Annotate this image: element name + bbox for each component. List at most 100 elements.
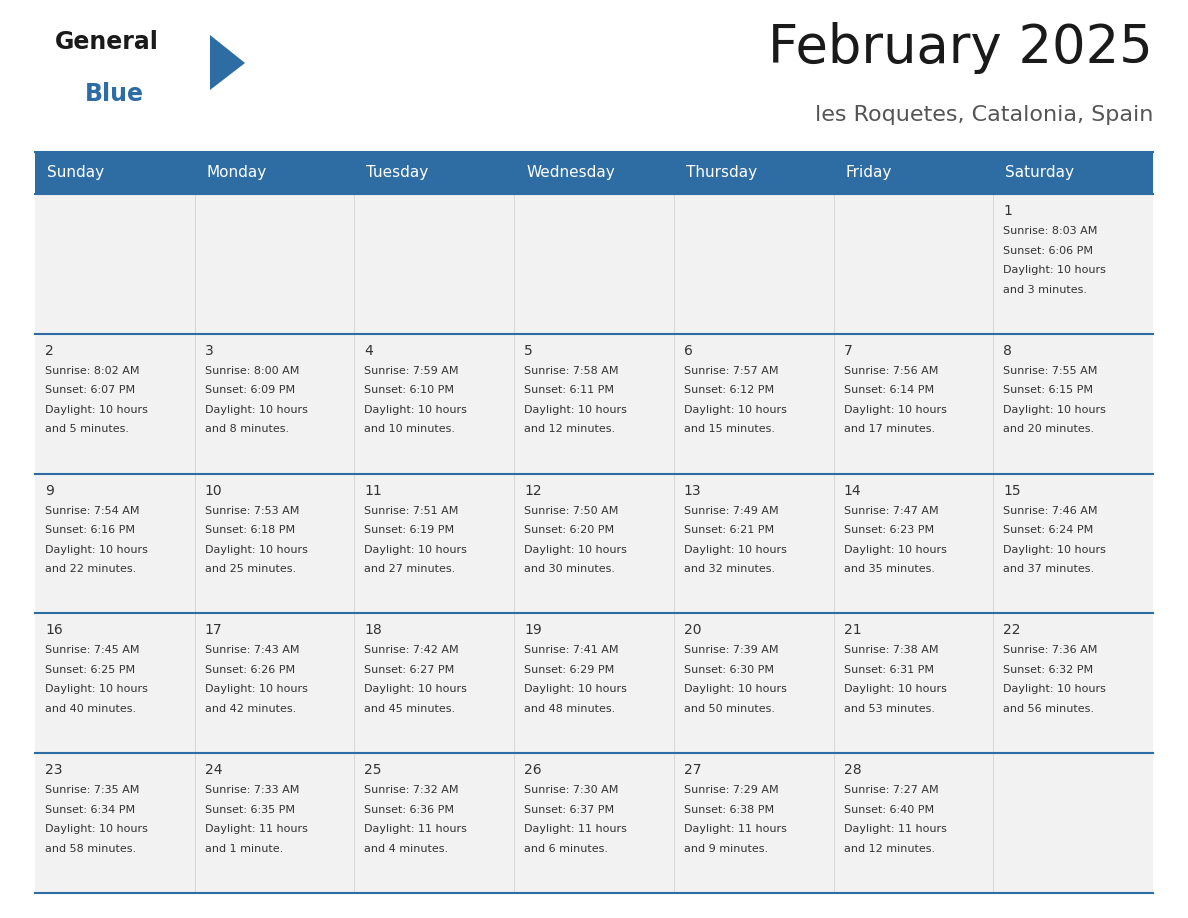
Text: Sunrise: 7:59 AM: Sunrise: 7:59 AM <box>365 365 459 375</box>
Text: 13: 13 <box>684 484 701 498</box>
Bar <box>834 152 993 194</box>
Bar <box>195 474 354 613</box>
Text: 19: 19 <box>524 623 542 637</box>
Text: Sunrise: 7:36 AM: Sunrise: 7:36 AM <box>1004 645 1098 655</box>
Text: Saturday: Saturday <box>1005 165 1074 181</box>
Text: Sunrise: 7:53 AM: Sunrise: 7:53 AM <box>204 506 299 516</box>
Text: 11: 11 <box>365 484 383 498</box>
Text: Sunrise: 7:58 AM: Sunrise: 7:58 AM <box>524 365 619 375</box>
Text: 20: 20 <box>684 623 701 637</box>
Text: and 9 minutes.: and 9 minutes. <box>684 844 767 854</box>
Text: Daylight: 10 hours: Daylight: 10 hours <box>45 544 147 554</box>
Text: Sunset: 6:36 PM: Sunset: 6:36 PM <box>365 805 455 814</box>
Bar <box>834 753 993 893</box>
Text: Sunrise: 7:47 AM: Sunrise: 7:47 AM <box>843 506 939 516</box>
Text: and 50 minutes.: and 50 minutes. <box>684 704 775 714</box>
Text: Sunset: 6:07 PM: Sunset: 6:07 PM <box>45 386 135 396</box>
Text: 26: 26 <box>524 763 542 778</box>
Text: 7: 7 <box>843 344 852 358</box>
Text: 12: 12 <box>524 484 542 498</box>
Text: and 58 minutes.: and 58 minutes. <box>45 844 137 854</box>
Text: Sunset: 6:30 PM: Sunset: 6:30 PM <box>684 665 773 675</box>
Text: and 15 minutes.: and 15 minutes. <box>684 424 775 434</box>
Bar <box>993 753 1154 893</box>
Text: Tuesday: Tuesday <box>366 165 429 181</box>
Text: Sunset: 6:18 PM: Sunset: 6:18 PM <box>204 525 295 535</box>
Text: Friday: Friday <box>846 165 892 181</box>
Polygon shape <box>210 35 245 90</box>
Text: 23: 23 <box>45 763 63 778</box>
Text: Sunset: 6:38 PM: Sunset: 6:38 PM <box>684 805 775 814</box>
Bar <box>34 194 195 334</box>
Text: Daylight: 10 hours: Daylight: 10 hours <box>1004 685 1106 694</box>
Text: Daylight: 10 hours: Daylight: 10 hours <box>1004 544 1106 554</box>
Text: 8: 8 <box>1004 344 1012 358</box>
Text: Daylight: 10 hours: Daylight: 10 hours <box>843 405 947 415</box>
Text: Sunrise: 7:42 AM: Sunrise: 7:42 AM <box>365 645 459 655</box>
Text: Sunrise: 7:43 AM: Sunrise: 7:43 AM <box>204 645 299 655</box>
Text: Daylight: 10 hours: Daylight: 10 hours <box>365 544 467 554</box>
Text: 22: 22 <box>1004 623 1020 637</box>
Text: and 10 minutes.: and 10 minutes. <box>365 424 455 434</box>
Text: Daylight: 11 hours: Daylight: 11 hours <box>843 824 947 834</box>
Text: Daylight: 10 hours: Daylight: 10 hours <box>1004 405 1106 415</box>
Text: Sunset: 6:35 PM: Sunset: 6:35 PM <box>204 805 295 814</box>
Text: and 4 minutes.: and 4 minutes. <box>365 844 449 854</box>
Text: and 35 minutes.: and 35 minutes. <box>843 564 935 574</box>
Text: Sunset: 6:12 PM: Sunset: 6:12 PM <box>684 386 775 396</box>
Text: Daylight: 10 hours: Daylight: 10 hours <box>524 685 627 694</box>
Text: Sunrise: 8:00 AM: Sunrise: 8:00 AM <box>204 365 299 375</box>
Text: 3: 3 <box>204 344 214 358</box>
Text: Sunset: 6:09 PM: Sunset: 6:09 PM <box>204 386 295 396</box>
Text: Sunrise: 7:38 AM: Sunrise: 7:38 AM <box>843 645 939 655</box>
Text: Daylight: 10 hours: Daylight: 10 hours <box>684 544 786 554</box>
Text: Sunrise: 7:27 AM: Sunrise: 7:27 AM <box>843 785 939 795</box>
Text: Sunrise: 7:56 AM: Sunrise: 7:56 AM <box>843 365 939 375</box>
Text: Sunset: 6:10 PM: Sunset: 6:10 PM <box>365 386 455 396</box>
Text: and 42 minutes.: and 42 minutes. <box>204 704 296 714</box>
Bar <box>993 334 1154 474</box>
Text: Sunrise: 7:29 AM: Sunrise: 7:29 AM <box>684 785 778 795</box>
Text: Sunset: 6:20 PM: Sunset: 6:20 PM <box>524 525 614 535</box>
Bar <box>674 753 834 893</box>
Text: Sunrise: 7:30 AM: Sunrise: 7:30 AM <box>524 785 619 795</box>
Text: Daylight: 11 hours: Daylight: 11 hours <box>684 824 786 834</box>
Text: and 25 minutes.: and 25 minutes. <box>204 564 296 574</box>
Text: Daylight: 10 hours: Daylight: 10 hours <box>365 405 467 415</box>
Bar <box>354 194 514 334</box>
Text: Sunrise: 7:46 AM: Sunrise: 7:46 AM <box>1004 506 1098 516</box>
Text: Sunrise: 8:03 AM: Sunrise: 8:03 AM <box>1004 226 1098 236</box>
Text: and 6 minutes.: and 6 minutes. <box>524 844 608 854</box>
Bar <box>34 152 195 194</box>
Bar <box>34 613 195 753</box>
Text: and 17 minutes.: and 17 minutes. <box>843 424 935 434</box>
Text: Daylight: 10 hours: Daylight: 10 hours <box>204 405 308 415</box>
Text: 27: 27 <box>684 763 701 778</box>
Text: Daylight: 10 hours: Daylight: 10 hours <box>45 685 147 694</box>
Text: Sunset: 6:31 PM: Sunset: 6:31 PM <box>843 665 934 675</box>
Bar <box>354 152 514 194</box>
Text: Sunrise: 7:57 AM: Sunrise: 7:57 AM <box>684 365 778 375</box>
Bar <box>34 753 195 893</box>
Text: Sunrise: 7:35 AM: Sunrise: 7:35 AM <box>45 785 139 795</box>
Text: 5: 5 <box>524 344 533 358</box>
Text: Daylight: 10 hours: Daylight: 10 hours <box>524 405 627 415</box>
Text: 28: 28 <box>843 763 861 778</box>
Bar <box>993 194 1154 334</box>
Text: Daylight: 10 hours: Daylight: 10 hours <box>365 685 467 694</box>
Text: Sunrise: 7:45 AM: Sunrise: 7:45 AM <box>45 645 139 655</box>
Text: and 22 minutes.: and 22 minutes. <box>45 564 137 574</box>
Text: 24: 24 <box>204 763 222 778</box>
Text: 17: 17 <box>204 623 222 637</box>
Text: Sunset: 6:25 PM: Sunset: 6:25 PM <box>45 665 135 675</box>
Text: Daylight: 10 hours: Daylight: 10 hours <box>843 544 947 554</box>
Bar <box>195 753 354 893</box>
Text: Daylight: 10 hours: Daylight: 10 hours <box>1004 265 1106 275</box>
Text: and 37 minutes.: and 37 minutes. <box>1004 564 1094 574</box>
Text: Daylight: 10 hours: Daylight: 10 hours <box>45 824 147 834</box>
Text: Sunset: 6:23 PM: Sunset: 6:23 PM <box>843 525 934 535</box>
Bar <box>993 474 1154 613</box>
Text: Sunset: 6:21 PM: Sunset: 6:21 PM <box>684 525 775 535</box>
Text: Sunset: 6:34 PM: Sunset: 6:34 PM <box>45 805 135 814</box>
Bar <box>354 334 514 474</box>
